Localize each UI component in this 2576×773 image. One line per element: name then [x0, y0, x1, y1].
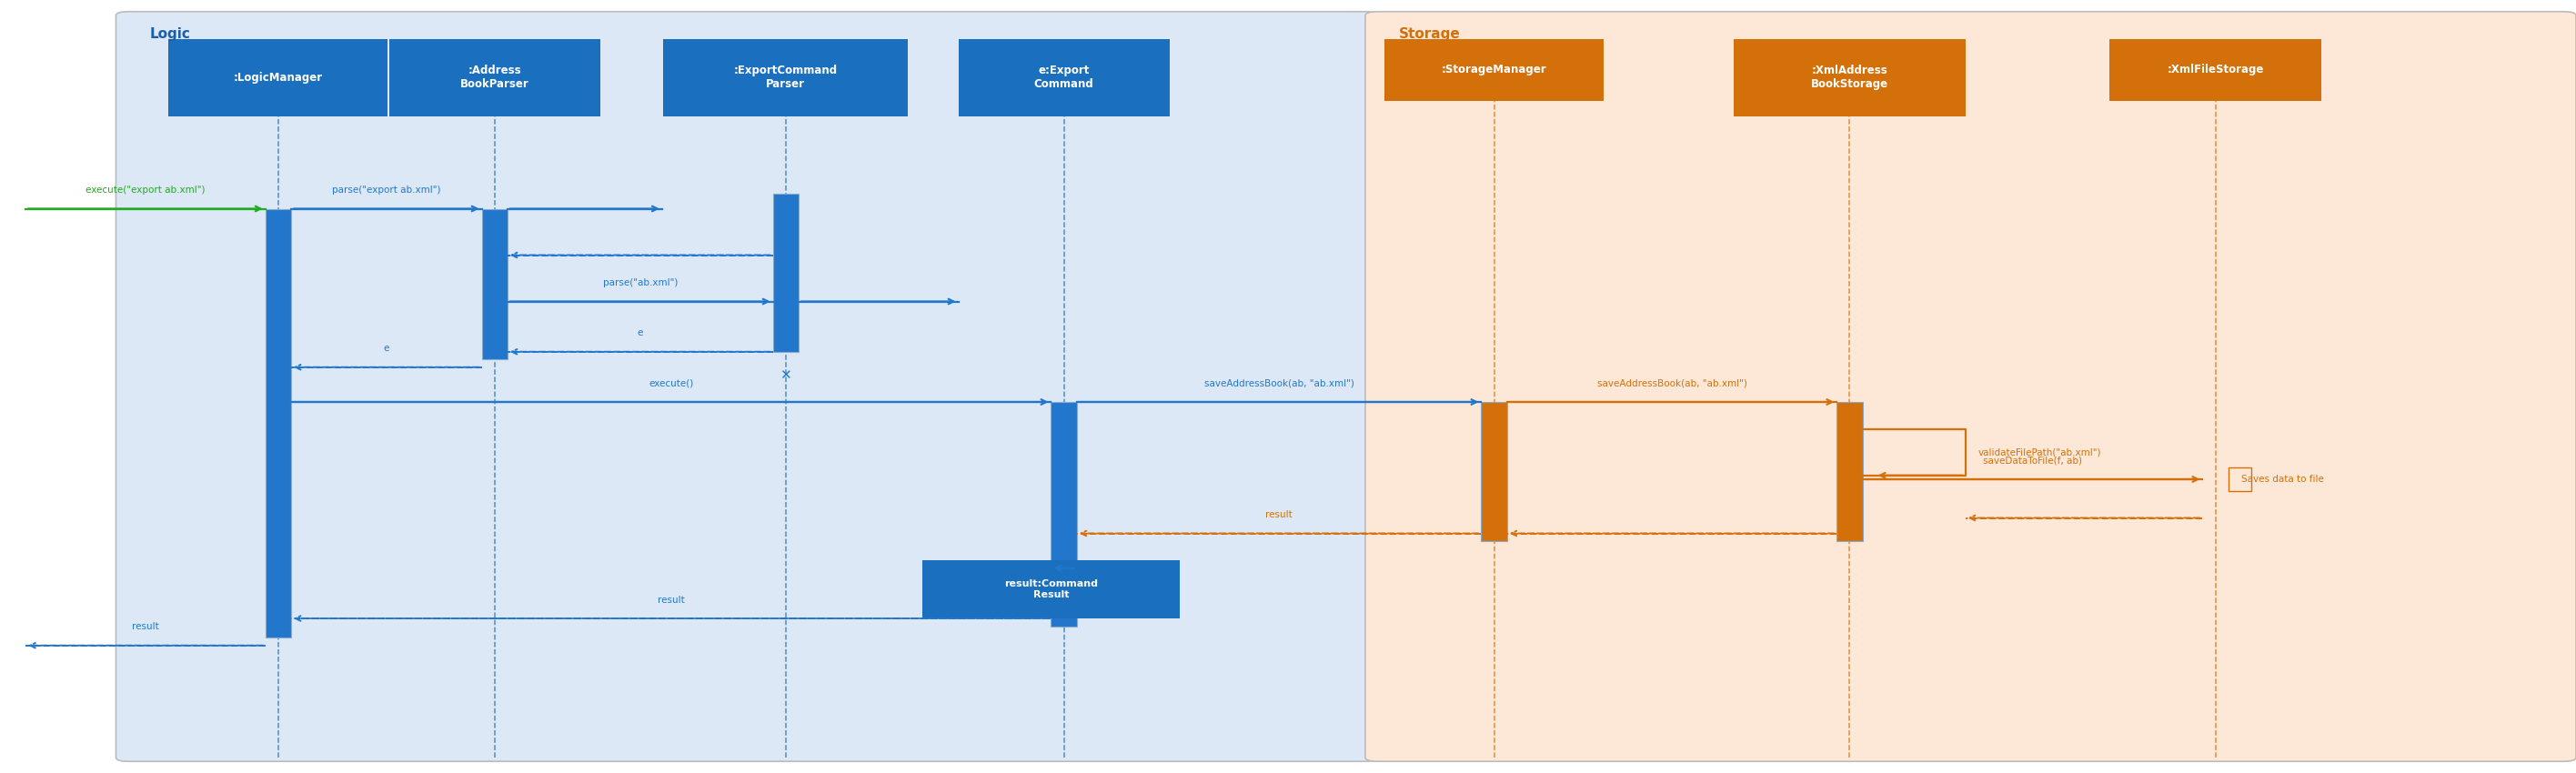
FancyBboxPatch shape	[1051, 402, 1077, 626]
Text: Storage: Storage	[1399, 27, 1461, 41]
Text: e: e	[636, 329, 644, 338]
FancyBboxPatch shape	[665, 39, 909, 116]
Text: :XmlAddress
BookStorage: :XmlAddress BookStorage	[1811, 65, 1888, 90]
Text: result: result	[657, 595, 685, 604]
FancyBboxPatch shape	[389, 39, 600, 116]
FancyBboxPatch shape	[482, 209, 507, 359]
Text: saveAddressBook(ab, "ab.xml"): saveAddressBook(ab, "ab.xml")	[1203, 379, 1355, 388]
FancyBboxPatch shape	[1734, 39, 1965, 116]
FancyBboxPatch shape	[170, 39, 389, 116]
Text: :StorageManager: :StorageManager	[1443, 63, 1546, 76]
Text: saveDataToFile(f, ab): saveDataToFile(f, ab)	[1984, 456, 2081, 465]
Text: validateFilePath("ab.xml"): validateFilePath("ab.xml")	[1978, 448, 2102, 457]
Text: ✕: ✕	[781, 368, 791, 382]
Text: parse("export ab.xml"): parse("export ab.xml")	[332, 186, 440, 195]
Text: Saves data to file: Saves data to file	[2241, 475, 2324, 484]
FancyBboxPatch shape	[2228, 468, 2251, 491]
FancyBboxPatch shape	[2110, 39, 2321, 100]
Text: saveAddressBook(ab, "ab.xml"): saveAddressBook(ab, "ab.xml")	[1597, 379, 1747, 388]
Text: :LogicManager: :LogicManager	[234, 71, 322, 83]
FancyBboxPatch shape	[116, 12, 1378, 761]
FancyBboxPatch shape	[922, 560, 1180, 618]
Text: execute(): execute()	[649, 379, 693, 388]
Text: parse("ab.xml"): parse("ab.xml")	[603, 278, 677, 288]
FancyBboxPatch shape	[265, 209, 291, 638]
FancyBboxPatch shape	[773, 193, 799, 352]
FancyBboxPatch shape	[1365, 12, 2576, 761]
Text: :Address
BookParser: :Address BookParser	[461, 65, 528, 90]
FancyBboxPatch shape	[1386, 39, 1602, 100]
FancyBboxPatch shape	[1837, 402, 1862, 541]
Text: execute("export ab.xml"): execute("export ab.xml")	[85, 186, 206, 195]
Text: result: result	[131, 622, 160, 632]
Text: result:Command
Result: result:Command Result	[1005, 580, 1097, 599]
Text: e:Export
Command: e:Export Command	[1033, 65, 1095, 90]
Text: result: result	[1265, 510, 1293, 519]
FancyBboxPatch shape	[958, 39, 1170, 116]
Text: :ExportCommand
Parser: :ExportCommand Parser	[734, 65, 837, 90]
Text: e: e	[384, 344, 389, 353]
Text: :XmlFileStorage: :XmlFileStorage	[2166, 63, 2264, 76]
FancyBboxPatch shape	[1481, 402, 1507, 541]
Text: Logic: Logic	[149, 27, 191, 41]
